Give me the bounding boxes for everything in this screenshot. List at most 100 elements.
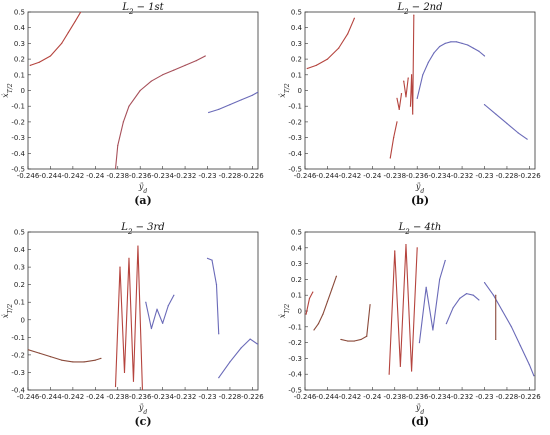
data-point: [128, 105, 130, 107]
series-line: [307, 18, 355, 70]
data-point: [240, 99, 242, 101]
data-point: [418, 342, 421, 344]
chart-title: L2 − 4th: [398, 222, 442, 236]
data-point: [141, 389, 144, 390]
data-point: [72, 361, 74, 363]
data-point: [218, 333, 220, 335]
data-point: [483, 281, 486, 284]
x-tick-label: -0.236: [406, 172, 429, 180]
y-tick-label: -0.4: [288, 371, 302, 379]
data-point: [455, 41, 458, 43]
y-tick-label: 0.4: [291, 24, 303, 32]
data-point: [459, 297, 461, 299]
x-tick-label: -0.23: [198, 393, 216, 401]
data-point: [326, 300, 329, 303]
data-point: [184, 64, 186, 66]
data-point: [495, 338, 497, 341]
chart-title: L2 − 1st: [121, 2, 164, 16]
data-point: [399, 365, 401, 367]
x-tick-label: -0.244: [316, 172, 339, 180]
data-point: [305, 313, 307, 315]
data-point: [114, 385, 117, 388]
series-line: [484, 282, 535, 376]
y-tick-label: 0.2: [14, 56, 25, 64]
x-tick-label: -0.242: [62, 172, 85, 180]
y-tick-label: 0.2: [14, 281, 25, 289]
y-tick-label: -0.4: [288, 150, 302, 158]
data-point: [338, 47, 340, 49]
data-point: [257, 91, 258, 93]
data-point: [215, 284, 218, 286]
series-line: [396, 93, 403, 110]
panel-caption: (a): [134, 194, 152, 207]
x-tick-label: -0.246: [17, 393, 40, 401]
data-point: [407, 77, 409, 79]
y-tick-label: -0.1: [288, 323, 302, 331]
data-point: [313, 329, 315, 331]
y-tick-label: 0.4: [14, 246, 26, 254]
plot-frame: [304, 11, 536, 170]
data-point: [396, 97, 398, 99]
data-point: [139, 89, 141, 92]
y-tick-label: 0.4: [14, 24, 26, 32]
x-axis-label: ÿd: [138, 182, 148, 195]
x-tick-label: -0.244: [316, 393, 339, 401]
data-point: [83, 361, 85, 363]
y-tick-label: 0: [298, 87, 302, 95]
x-tick-label: -0.244: [39, 393, 62, 401]
data-point: [67, 31, 69, 34]
x-tick-label: -0.232: [174, 393, 197, 401]
series-line: [409, 15, 415, 115]
data-point: [445, 323, 447, 325]
data-point: [173, 69, 175, 71]
x-tick-label: -0.232: [174, 172, 197, 180]
x-tick-label: -0.232: [451, 172, 474, 180]
x-tick-label: -0.236: [406, 393, 429, 401]
x-axis-label: ÿd: [415, 403, 425, 416]
plot-frame: [304, 231, 536, 391]
data-point: [433, 52, 435, 54]
x-tick-label: -0.24: [86, 172, 105, 180]
data-point: [251, 94, 253, 96]
data-point: [211, 259, 213, 261]
data-point: [396, 121, 398, 123]
x-tick-label: -0.226: [518, 393, 541, 401]
data-point: [398, 108, 400, 110]
data-point: [326, 58, 329, 60]
data-point: [467, 44, 469, 46]
y-tick-label: -0.1: [11, 103, 25, 111]
data-point: [117, 144, 119, 147]
y-tick-label: -0.2: [11, 351, 25, 359]
y-tick-label: -0.1: [288, 103, 302, 111]
data-point: [413, 14, 415, 16]
data-point: [145, 301, 147, 303]
data-point: [162, 322, 164, 324]
data-point: [409, 105, 412, 107]
data-point: [439, 278, 441, 280]
x-tick-label: -0.234: [151, 393, 174, 401]
data-point: [416, 247, 418, 249]
data-point: [483, 104, 486, 106]
y-tick-label: 0.5: [291, 229, 302, 237]
data-point: [519, 345, 522, 347]
data-point: [119, 266, 121, 268]
x-tick-label: -0.236: [129, 172, 152, 180]
x-tick-label: -0.242: [339, 172, 362, 180]
data-point: [306, 67, 308, 70]
x-tick-label: -0.24: [363, 393, 382, 401]
series-line: [28, 349, 102, 363]
y-tick-label: -0.5: [11, 166, 25, 174]
data-point: [335, 275, 338, 277]
x-tick-label: -0.228: [219, 393, 242, 401]
data-point: [100, 357, 102, 359]
data-layer: [28, 245, 258, 390]
y-tick-label: 0.1: [14, 299, 25, 307]
data-point: [422, 74, 424, 76]
y-axis-label: ẋT/2: [1, 304, 14, 319]
data-point: [483, 55, 486, 57]
data-point: [526, 138, 528, 140]
data-point: [74, 20, 76, 23]
y-axis-label: ẋT/2: [1, 83, 14, 98]
data-point: [495, 294, 497, 296]
plot-frame: [27, 11, 259, 170]
